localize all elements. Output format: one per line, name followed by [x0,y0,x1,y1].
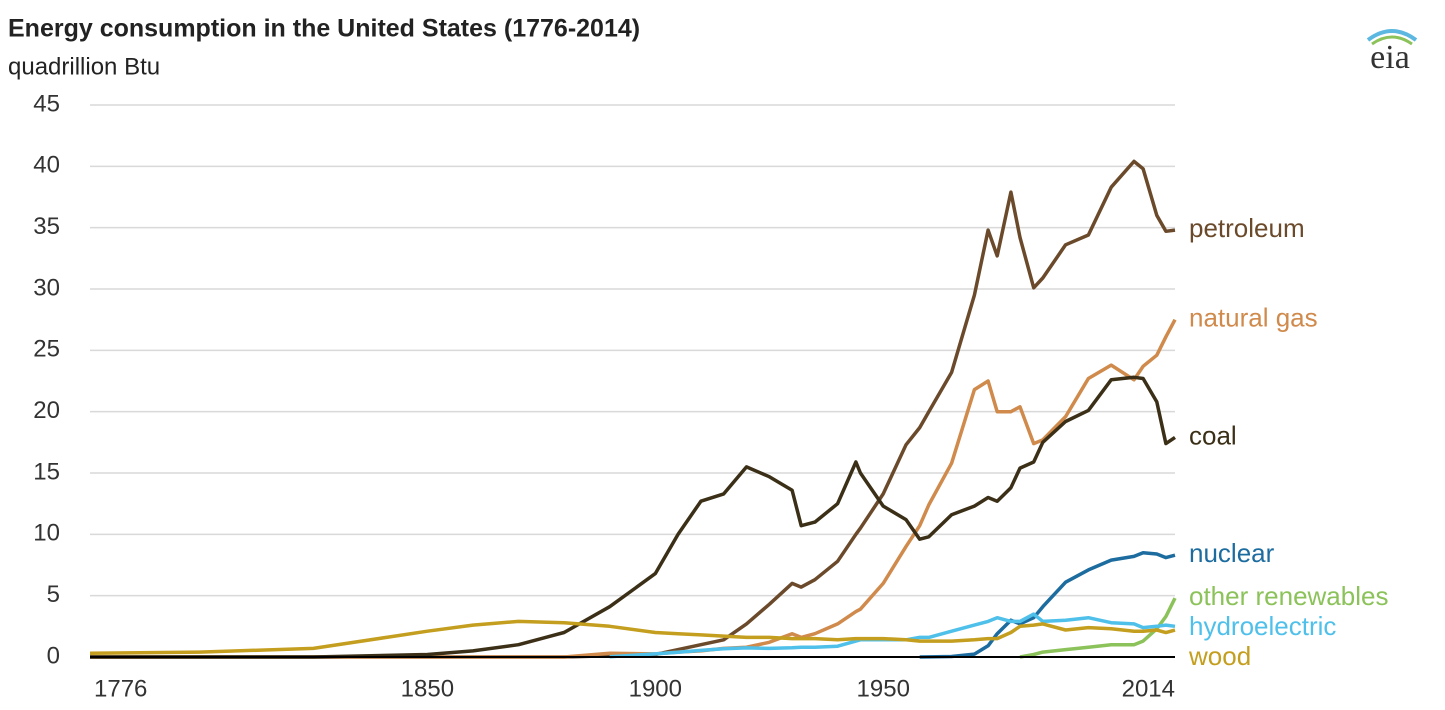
y-tick-label: 15 [33,458,60,485]
legend-label: other renewables [1189,581,1388,611]
y-tick-label: 45 [33,90,60,117]
series-line [89,619,1176,656]
chart-subtitle: quadrillion Btu [8,53,160,80]
x-tick-label: 2014 [1122,675,1175,702]
y-tick-label: 35 [33,213,60,240]
series-line [919,550,1176,659]
legend-label: wood [1188,641,1251,671]
y-tick-label: 20 [33,397,60,424]
legend-label: natural gas [1189,303,1318,333]
y-tick-label: 30 [33,274,60,301]
series-line [90,318,1177,659]
x-tick-label: 1850 [401,675,454,702]
logo-arc [1371,35,1413,46]
x-tick-label: 1900 [629,675,682,702]
logo-arc [1366,29,1418,42]
y-tick-label: 0 [47,642,60,669]
y-tick-label: 40 [33,152,60,179]
series-line [90,375,1176,659]
legend-label: hydroelectric [1189,611,1336,641]
y-tick-label: 10 [33,520,60,547]
logo: eia [1370,39,1410,76]
x-tick-label: 1776 [94,675,147,702]
y-tick-label: 25 [33,336,60,363]
x-tick-label: 1950 [857,675,910,702]
y-tick-label: 5 [47,581,60,608]
legend-label: coal [1189,420,1237,450]
chart-title: Energy consumption in the United States … [8,15,640,43]
legend-label: nuclear [1189,538,1275,568]
series-line [609,612,1176,659]
legend-label: petroleum [1189,213,1305,243]
